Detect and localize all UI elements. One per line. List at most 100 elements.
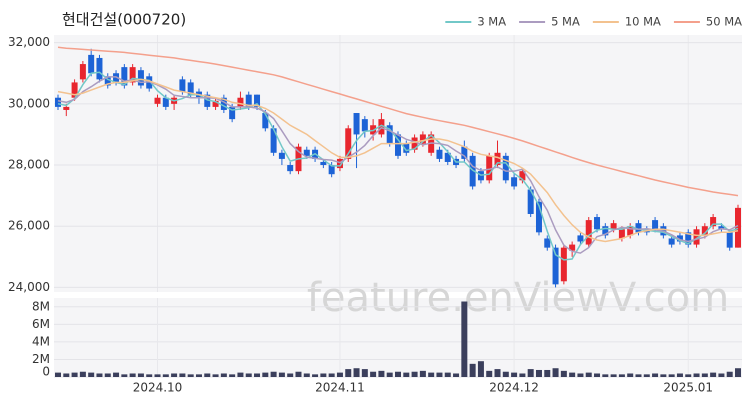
volume-bar	[270, 371, 277, 377]
legend-label: 3 MA	[477, 15, 506, 29]
volume-bar	[88, 372, 95, 377]
candle-body	[79, 64, 86, 80]
candle-body	[395, 134, 401, 156]
volume-bar	[395, 371, 401, 377]
candle-body	[726, 232, 733, 248]
volume-bar	[137, 373, 144, 377]
volume-bar	[162, 374, 169, 377]
candle-body	[618, 229, 625, 239]
candle-body	[55, 97, 61, 107]
volume-bar	[419, 370, 426, 377]
volume-bar	[220, 373, 227, 377]
volume-bar	[361, 369, 368, 377]
candle-body	[229, 106, 236, 120]
candle-body	[121, 67, 128, 86]
volume-bar	[328, 373, 335, 377]
volume-bar	[444, 372, 451, 377]
volume-bar	[461, 301, 468, 377]
candle-body	[336, 158, 343, 169]
volume-bar	[79, 371, 86, 377]
volume-bar	[610, 374, 617, 377]
volume-bar	[237, 372, 244, 377]
y-tick-label: 26,000	[8, 219, 50, 233]
candle-body	[403, 143, 410, 153]
volume-bar	[693, 373, 700, 377]
candle-body	[469, 155, 476, 187]
volume-bar	[129, 373, 136, 377]
candle-body	[627, 226, 634, 236]
volume-bar	[494, 369, 501, 377]
y-tick-label: 28,000	[8, 158, 50, 172]
candle-body	[511, 177, 518, 187]
volume-bar	[685, 374, 692, 377]
volume-bar	[469, 363, 476, 377]
candle-body	[179, 79, 186, 92]
volume-bar	[303, 373, 310, 377]
candle-body	[278, 152, 285, 159]
volume-bar	[660, 374, 667, 377]
volume-bar	[278, 372, 285, 377]
candle-body	[220, 97, 227, 110]
volume-bar	[453, 373, 460, 377]
legend-label: 5 MA	[551, 15, 580, 29]
volume-bar	[635, 374, 642, 377]
volume-bar	[204, 373, 211, 377]
candle-body	[635, 223, 642, 233]
volume-bar	[403, 372, 410, 377]
volume-bar	[726, 371, 733, 377]
y-tick-label: 8M	[32, 299, 50, 313]
ma-line	[57, 76, 739, 254]
candle-body	[328, 165, 335, 175]
volume-bar	[668, 374, 675, 377]
ma-line	[57, 78, 739, 243]
candle-body	[129, 67, 136, 83]
candle-body	[610, 223, 617, 230]
volume-bar	[121, 374, 128, 377]
volume-bar	[113, 372, 120, 377]
volume-bar	[569, 372, 576, 377]
candle-body	[378, 119, 385, 135]
volume-bar	[577, 373, 584, 377]
y-tick-label: 2M	[32, 352, 50, 366]
volume-bar	[312, 374, 319, 377]
candle-body	[535, 201, 542, 233]
candle-body	[502, 155, 509, 181]
x-tick-label: 2025.01	[663, 381, 713, 395]
volume-bar	[378, 370, 385, 377]
volume-bar	[552, 368, 559, 377]
volume-bar	[179, 373, 186, 377]
volume-bar	[718, 373, 725, 377]
volume-bar	[96, 373, 103, 377]
volume-bar	[154, 374, 161, 377]
x-tick-label: 2024.10	[133, 381, 183, 395]
volume-bar	[262, 372, 269, 377]
y-tick-label: 32,000	[8, 35, 50, 49]
volume-bar	[55, 372, 61, 377]
candle-body	[63, 106, 70, 110]
volume-bar	[353, 368, 360, 377]
candle-body	[353, 113, 360, 135]
candle-body	[287, 165, 294, 172]
volume-bar	[245, 373, 252, 377]
x-tick-label: 2024.12	[489, 381, 539, 395]
candle-body	[137, 70, 144, 86]
x-tick-label: 2024.11	[315, 381, 365, 395]
candle-body	[345, 128, 352, 159]
volume-bar	[477, 361, 484, 377]
candle-body	[676, 235, 683, 242]
volume-bar	[627, 373, 634, 377]
volume-bar	[535, 369, 542, 377]
volume-bar	[187, 374, 194, 377]
candle-body	[602, 226, 609, 236]
candle-body	[569, 244, 576, 251]
candle-body	[237, 97, 244, 107]
volume-bar	[594, 373, 601, 377]
chart-title: 현대건설(000720)	[62, 11, 186, 29]
candle-body	[693, 229, 700, 245]
volume-bar	[643, 374, 650, 377]
legend-label: 10 MA	[625, 15, 661, 29]
volume-bar	[527, 369, 534, 377]
legend-label: 50 MA	[706, 15, 742, 29]
candle-body	[320, 161, 327, 166]
y-tick-label: 6M	[32, 317, 50, 331]
